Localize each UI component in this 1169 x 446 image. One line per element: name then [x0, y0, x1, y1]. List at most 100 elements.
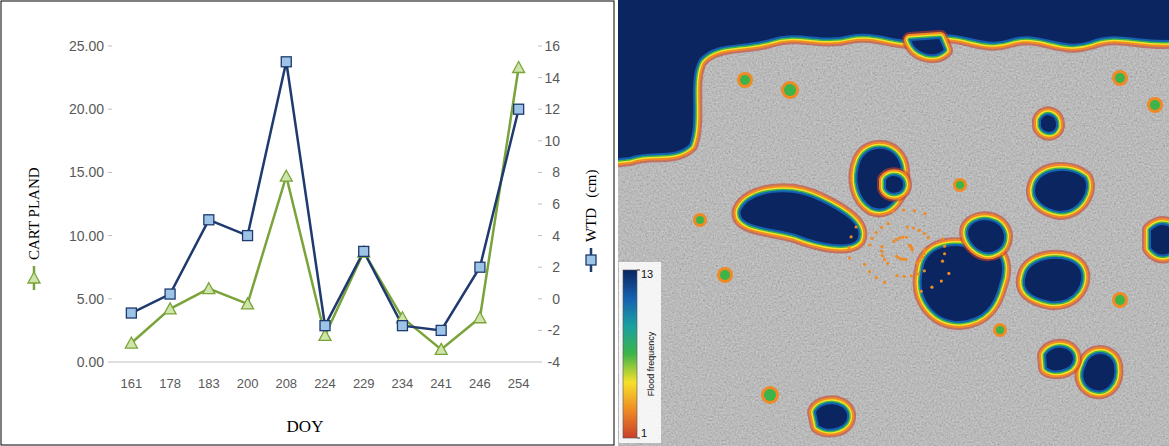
- flood-edge: [1082, 353, 1115, 391]
- flood-edge: [740, 191, 860, 245]
- flood-spot: [956, 181, 964, 189]
- flood-edge: [1040, 114, 1057, 132]
- flood-speckle: [898, 236, 901, 239]
- flood-speckle: [891, 210, 894, 213]
- flood-core: [885, 175, 904, 194]
- flood-speckle: [886, 262, 889, 265]
- flood-edge: [1034, 170, 1087, 212]
- flood-spot: [1112, 70, 1128, 86]
- y-tick-label: 5.00: [77, 291, 104, 307]
- flood-edge: [1045, 347, 1074, 371]
- marker: [436, 325, 446, 335]
- flood-speckle: [912, 227, 915, 230]
- plot-area: [125, 57, 524, 355]
- y-tick-label: 15.00: [69, 164, 104, 180]
- flood-edge: [740, 191, 860, 245]
- marker: [475, 262, 485, 272]
- flood-edge: [1082, 353, 1115, 391]
- flood-speckle: [895, 238, 898, 241]
- flood-edge: [1150, 224, 1169, 256]
- colorbar-tick: [637, 270, 640, 271]
- flood-core: [1150, 224, 1169, 256]
- flood-edge: [1034, 170, 1087, 212]
- y2-tick-label: 14: [544, 70, 560, 86]
- flood-speckle: [848, 256, 851, 259]
- flood-edge: [885, 175, 904, 194]
- flood-speckle: [923, 248, 926, 251]
- flood-spot: [720, 270, 730, 280]
- flood-edge: [910, 38, 945, 55]
- flood-speckle: [920, 290, 923, 293]
- flood-edge: [1034, 170, 1087, 212]
- y-tick: [108, 235, 112, 236]
- flood-speckle: [874, 231, 877, 234]
- flood-spot: [1115, 295, 1125, 305]
- flood-edge: [740, 191, 860, 245]
- flood-core: [1034, 170, 1087, 212]
- series-line: [131, 67, 518, 349]
- x-tick-label: 161: [121, 376, 143, 391]
- y2-tick-label: 16: [544, 38, 560, 54]
- flood-spot: [737, 72, 753, 88]
- marker: [204, 215, 214, 225]
- y-tick-label: 10.00: [69, 228, 104, 244]
- marker: [203, 283, 215, 294]
- flood-speckle: [887, 222, 890, 225]
- flood-speckle: [883, 258, 886, 261]
- legend-entry: WTD(cm): [583, 170, 600, 272]
- marker: [358, 246, 370, 257]
- y-tick: [108, 109, 112, 110]
- marker: [165, 289, 175, 299]
- figure: 0.005.0010.0015.0020.0025.00-4-202468101…: [0, 0, 1169, 446]
- y2-tick: [538, 172, 542, 173]
- flood-edge: [967, 219, 1005, 253]
- flood-edge: [1150, 224, 1169, 256]
- flood-area: [1034, 170, 1087, 212]
- flood-edge: [1150, 224, 1169, 256]
- flood-speckle: [918, 259, 921, 262]
- y2-tick: [538, 362, 542, 363]
- y2-tick: [538, 267, 542, 268]
- x-tick-label: 254: [508, 376, 530, 391]
- marker: [280, 170, 292, 181]
- y2-tick-label: 2: [552, 259, 560, 275]
- flood-area: [967, 219, 1005, 253]
- x-tick-label: 178: [159, 376, 181, 391]
- marker: [126, 308, 136, 318]
- flood-edge: [815, 403, 848, 429]
- flood-core: [1082, 353, 1115, 391]
- flood-speckle: [875, 276, 878, 279]
- flood-speckle: [881, 254, 884, 257]
- x-tick-label: 208: [275, 376, 297, 391]
- y2-tick-label: 6: [552, 196, 560, 212]
- flood-area: [1150, 224, 1169, 256]
- flood-edge: [885, 175, 904, 194]
- y2-tick-label: -2: [548, 322, 561, 338]
- flood-edge: [1150, 224, 1169, 256]
- x-tick-label: 224: [314, 376, 336, 391]
- flood-spot: [740, 75, 750, 85]
- flood-core: [1024, 258, 1083, 303]
- legend-marker: [586, 255, 596, 265]
- x-tick-label: 183: [198, 376, 220, 391]
- flood-edge: [618, 0, 1169, 160]
- flood-core: [618, 0, 1169, 160]
- flood-speckle: [870, 237, 873, 240]
- y2-tick: [538, 298, 542, 299]
- flood-edge: [1040, 114, 1057, 132]
- flood-speckle: [908, 244, 911, 247]
- flood-spot: [1150, 100, 1160, 110]
- flood-spot: [1147, 97, 1163, 113]
- panel-frame: [1, 1, 614, 445]
- x-tick-label: 246: [469, 376, 491, 391]
- x-tick-label: 229: [353, 376, 375, 391]
- flood-edge: [815, 403, 848, 429]
- flood-edge: [1045, 347, 1074, 371]
- flood-edge: [1034, 170, 1087, 212]
- flood-spot: [764, 389, 776, 401]
- marker: [474, 312, 486, 323]
- y2-tick-label: -4: [548, 354, 561, 370]
- flood-edge: [618, 0, 1169, 160]
- flood-speckle: [941, 260, 944, 263]
- y2-tick: [538, 235, 542, 236]
